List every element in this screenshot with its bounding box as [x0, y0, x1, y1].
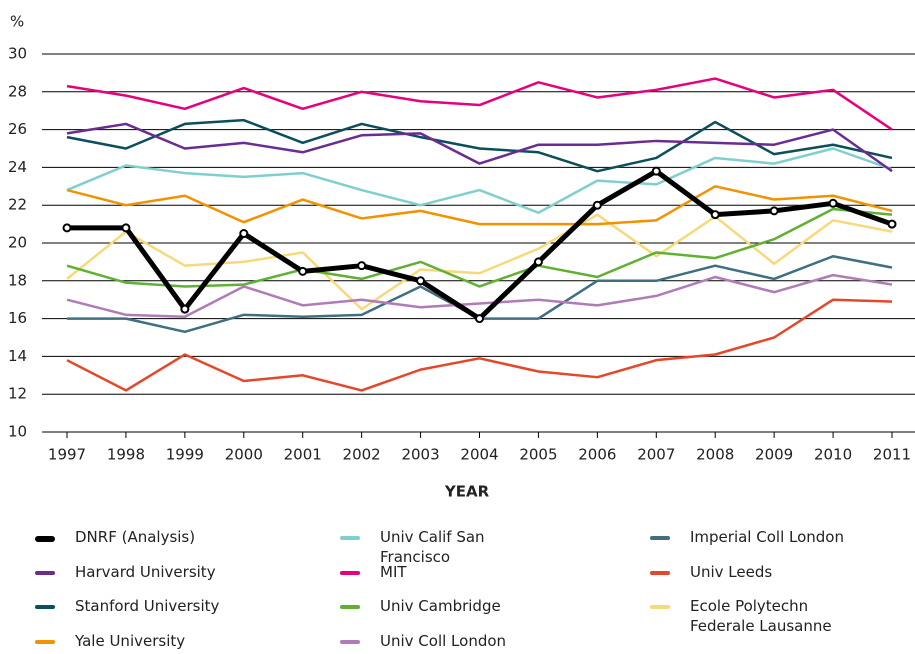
y-tick-label: 26 — [8, 120, 27, 138]
legend-swatch — [340, 570, 360, 575]
series-line — [66, 122, 893, 173]
series-line — [66, 77, 893, 131]
legend-label: Univ Coll London — [380, 631, 507, 650]
y-tick-label: 16 — [8, 309, 27, 327]
series-line — [66, 298, 893, 392]
series-line — [66, 185, 893, 226]
y-tick-label: 18 — [8, 271, 27, 289]
legend-item: Univ Calif San Francisco — [340, 527, 550, 567]
legend-label: MIT — [380, 562, 407, 581]
legend-label: Univ Calif San Francisco — [380, 528, 485, 566]
x-tick-label: 2006 — [578, 446, 616, 464]
x-tick-label: 2001 — [284, 446, 322, 464]
legend-label: Yale University — [75, 631, 186, 650]
x-tick-label: 2000 — [225, 446, 263, 464]
point-marker — [651, 166, 661, 176]
x-tick-label: 2011 — [873, 446, 911, 464]
point-marker — [769, 206, 779, 216]
point-marker — [239, 229, 249, 239]
x-tick-label: 2002 — [343, 446, 381, 464]
legend-swatch — [35, 536, 55, 542]
legend-item: MIT — [340, 562, 407, 582]
point-marker — [475, 314, 484, 324]
x-tick-label: 2007 — [637, 446, 675, 464]
y-tick-label: 22 — [8, 196, 27, 214]
point-marker — [121, 223, 131, 233]
series-line — [67, 168, 893, 322]
series-line — [66, 213, 893, 311]
legend-label: Harvard University — [75, 562, 216, 581]
legend-label: Imperial Coll London — [690, 528, 844, 546]
point-marker — [828, 198, 838, 208]
legend-item: Imperial Coll London — [650, 527, 844, 547]
x-tick-label: 2003 — [401, 446, 439, 464]
y-tick-label: 28 — [8, 82, 27, 100]
x-tick-label: 1998 — [107, 446, 145, 464]
legend-label: Univ Leeds — [690, 562, 773, 581]
legend-item: Yale University — [35, 631, 185, 651]
point-marker — [298, 266, 308, 276]
series-line — [66, 147, 893, 215]
y-tick-label: 10 — [8, 423, 27, 441]
legend-swatch — [650, 605, 670, 609]
legend-label: Ecole Polytechn Federale Lausanne — [690, 597, 832, 635]
legend-swatch — [35, 570, 55, 575]
point-marker — [180, 304, 190, 314]
x-tick-label: 2005 — [519, 446, 557, 464]
point-marker — [62, 223, 72, 233]
point-marker — [592, 200, 602, 210]
point-marker — [416, 276, 426, 286]
y-tick-label: 20 — [8, 234, 27, 252]
point-marker — [533, 257, 543, 267]
legend-item: Stanford University — [35, 596, 219, 616]
series-line — [66, 207, 893, 288]
x-tick-label: 2008 — [696, 446, 734, 464]
point-marker — [710, 210, 720, 220]
legend-label: Univ Cambridge — [380, 597, 501, 615]
x-tick-label: 2009 — [755, 446, 793, 464]
y-tick-label: 30 — [8, 45, 27, 63]
legend-swatch — [35, 639, 55, 644]
y-tick-label: 24 — [8, 158, 27, 176]
y-axis-label: % — [10, 13, 24, 31]
legend-swatch — [35, 605, 55, 609]
legend-swatch — [650, 570, 670, 575]
y-tick-label: 14 — [8, 347, 27, 365]
legend-swatch — [340, 605, 360, 609]
legend-item: Univ Coll London — [340, 631, 506, 651]
legend-label: DNRF (Analysis) — [75, 528, 196, 546]
legend-swatch — [340, 536, 360, 540]
x-tick-label: 2010 — [814, 446, 852, 464]
point-marker — [887, 219, 897, 229]
x-tick-label: 2004 — [460, 446, 498, 464]
legend-item: Univ Leeds — [650, 562, 772, 582]
x-axis-label: YEAR — [444, 483, 490, 501]
point-marker — [357, 261, 367, 271]
x-tick-label: 1997 — [48, 446, 86, 464]
x-tick-label: 1999 — [166, 446, 204, 464]
legend-label: Stanford University — [75, 597, 220, 615]
legend-swatch — [340, 639, 360, 644]
y-tick-label: 12 — [8, 385, 27, 403]
legend-item: Harvard University — [35, 562, 216, 582]
legend-item: Ecole Polytechn Federale Lausanne — [650, 596, 860, 636]
legend-item: Univ Cambridge — [340, 596, 501, 616]
legend-item: DNRF (Analysis) — [35, 527, 195, 547]
series-line — [66, 273, 893, 318]
legend-swatch — [650, 536, 670, 540]
